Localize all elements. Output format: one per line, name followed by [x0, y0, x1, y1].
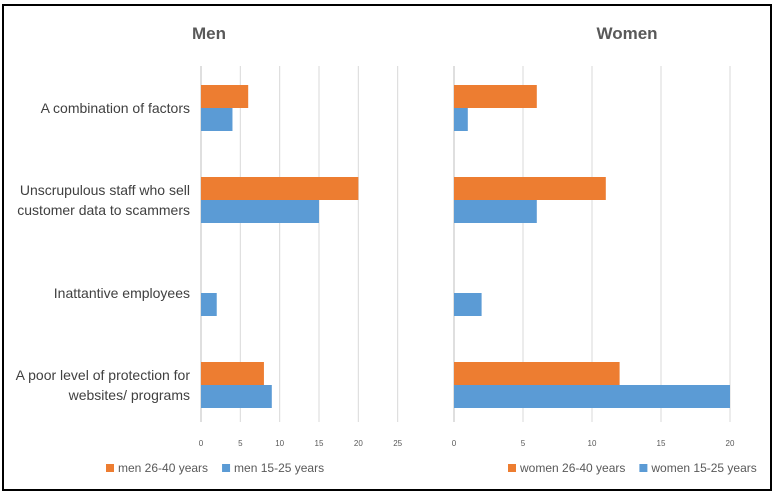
- women-legend-swatch: [508, 464, 516, 472]
- men-legend-label: men 26-40 years: [118, 461, 208, 475]
- legend-layer: men 26-40 years men 15-25 years women 26-4…: [106, 461, 757, 475]
- women-legend-label: women 15-25 years: [650, 461, 756, 475]
- women-bar-age-26-40: [454, 177, 606, 200]
- women-x-tick-label: 20: [726, 439, 735, 448]
- men-x-tick-label: 10: [275, 439, 284, 448]
- women-panel-title: Women: [596, 24, 657, 43]
- men-x-tick-label: 0: [199, 439, 204, 448]
- category-label: Inattantive employees: [54, 285, 190, 301]
- women-legend-swatch: [639, 464, 648, 472]
- women-bar-age-26-40: [454, 362, 620, 385]
- women-x-tick-label: 15: [657, 439, 666, 448]
- bars-layer: [201, 85, 730, 408]
- category-label: A combination of factors: [41, 100, 190, 116]
- men-bar-age-26-40: [201, 85, 249, 108]
- men-x-tick-label: 15: [315, 439, 324, 448]
- men-bar-age-15-25: [201, 108, 233, 131]
- category-label: A poor level of protection for: [16, 367, 191, 383]
- category-label: websites/ programs: [68, 387, 190, 403]
- men-bar-age-15-25: [201, 200, 319, 223]
- men-legend-swatch: [222, 464, 231, 472]
- chart-frame: [2, 4, 772, 491]
- women-legend-label: women 26-40 years: [519, 461, 625, 475]
- men-x-tick-label: 25: [393, 439, 402, 448]
- category-label: customer data to scammers: [17, 202, 190, 218]
- men-bar-age-15-25: [201, 293, 217, 316]
- women-x-tick-label: 5: [521, 439, 526, 448]
- women-bar-age-26-40: [454, 85, 537, 108]
- women-bar-age-15-25: [454, 293, 482, 316]
- men-x-tick-label: 5: [238, 439, 243, 448]
- women-bar-age-15-25: [454, 385, 730, 408]
- men-bar-age-26-40: [201, 177, 359, 200]
- men-panel-title: Men: [192, 24, 226, 43]
- men-x-tick-label: 20: [354, 439, 363, 448]
- category-labels-layer: A combination of factors Unscrupulous sta…: [16, 100, 191, 403]
- women-x-tick-label: 10: [588, 439, 597, 448]
- women-bar-age-15-25: [454, 108, 468, 131]
- category-label: Unscrupulous staff who sell: [20, 182, 190, 198]
- men-legend-label: men 15-25 years: [234, 461, 324, 475]
- women-x-tick-label: 0: [452, 439, 457, 448]
- men-bar-age-26-40: [201, 362, 264, 385]
- men-legend-swatch: [106, 464, 114, 472]
- women-bar-age-15-25: [454, 200, 537, 223]
- men-bar-age-15-25: [201, 385, 272, 408]
- tick-labels-layer: 0 5 10 15 20 25 0 5 10 15 20: [199, 439, 735, 448]
